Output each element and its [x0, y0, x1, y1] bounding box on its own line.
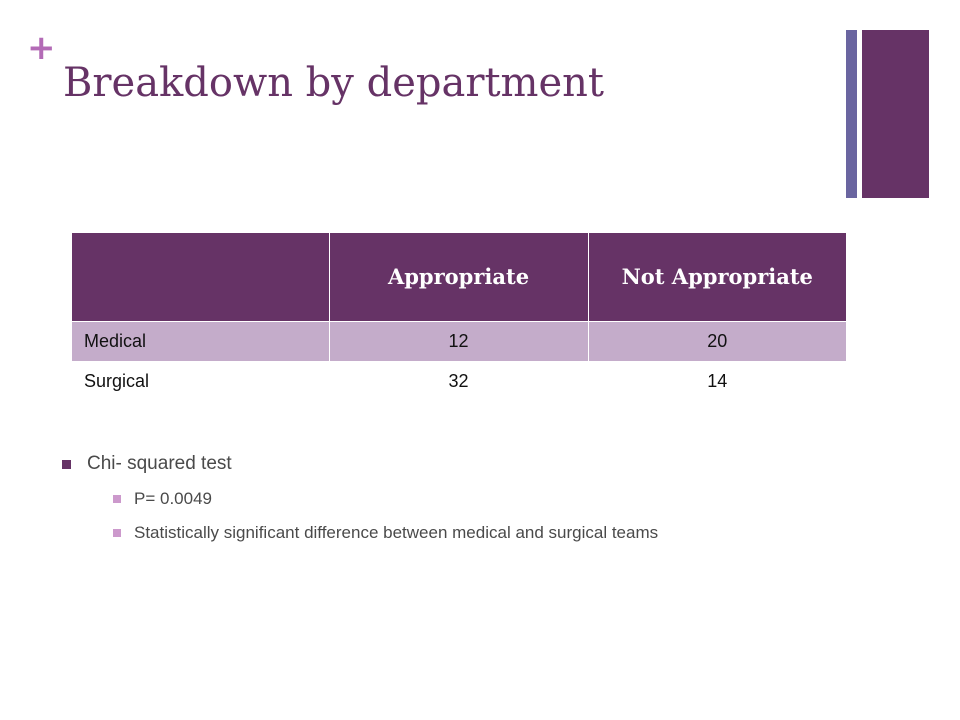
square-bullet-icon: [113, 495, 121, 503]
cell-surgical-not-appropriate: 14: [588, 361, 846, 401]
header-cell-empty: [72, 233, 330, 321]
row-label-surgical: Surgical: [72, 361, 330, 401]
table-header-row: Appropriate Not Appropriate: [72, 233, 846, 321]
sub-bullet-text: Statistically significant difference bet…: [134, 523, 659, 542]
sub-bullet-list: P= 0.0049 Statistically significant diff…: [87, 486, 842, 545]
cell-medical-not-appropriate: 20: [588, 320, 846, 361]
sub-bullet-item: P= 0.0049: [113, 486, 842, 511]
sub-bullet-text: P= 0.0049: [134, 489, 212, 508]
table-row: Medical 12 20: [72, 320, 846, 361]
cell-surgical-appropriate: 32: [329, 361, 589, 401]
accent-bar-thin: [846, 30, 857, 198]
square-bullet-icon: [113, 529, 121, 537]
bullet-item: Chi- squared test P= 0.0049 Statisticall…: [62, 450, 842, 545]
bullet-text: Chi- squared test: [87, 453, 232, 474]
department-table: Appropriate Not Appropriate Medical 12 2…: [72, 233, 846, 401]
square-bullet-icon: [62, 460, 71, 469]
slide-title: Breakdown by department: [63, 60, 604, 106]
cell-medical-appropriate: 12: [329, 320, 589, 361]
header-cell-not-appropriate: Not Appropriate: [588, 233, 846, 321]
plus-icon: +: [27, 28, 56, 68]
row-label-medical: Medical: [72, 320, 330, 361]
sub-bullet-item: Statistically significant difference bet…: [113, 520, 842, 545]
accent-bar-thick: [862, 30, 929, 198]
header-cell-appropriate: Appropriate: [329, 233, 589, 321]
bullet-list: Chi- squared test P= 0.0049 Statisticall…: [62, 450, 842, 554]
table-row: Surgical 32 14: [72, 361, 846, 401]
